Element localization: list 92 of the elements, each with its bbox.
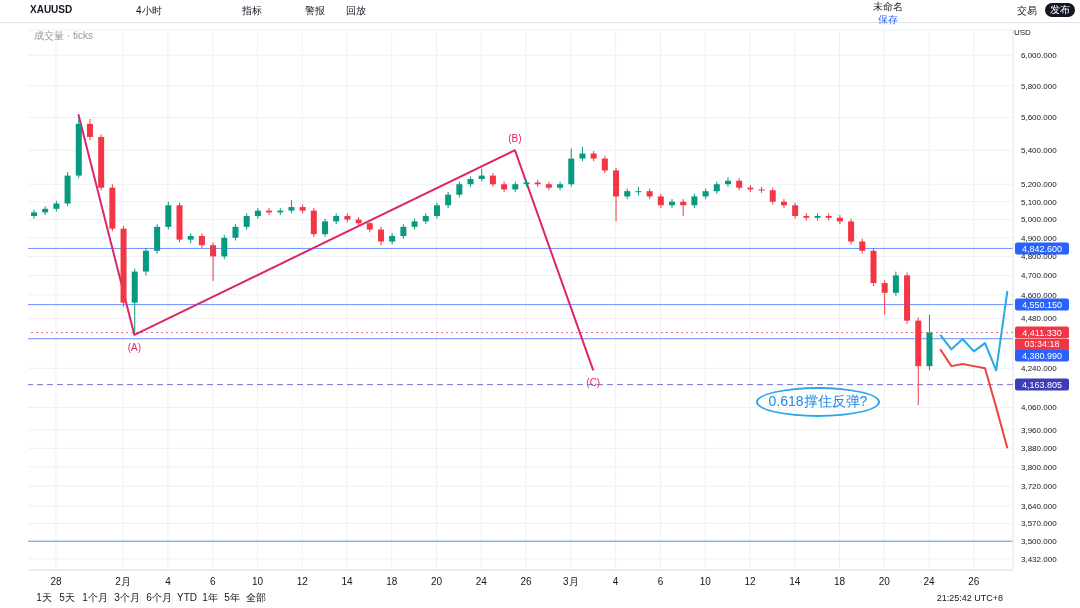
candlestick <box>377 226 384 246</box>
x-tick-label: 14 <box>341 576 353 588</box>
x-tick-label: 3月 <box>563 576 579 588</box>
candlestick <box>165 201 172 231</box>
candlestick <box>848 218 855 245</box>
text: USD <box>1014 28 1031 38</box>
text: 6个月 <box>146 592 172 603</box>
candlestick <box>254 207 261 220</box>
text: 发布 <box>1045 3 1075 17</box>
annotation: 0.618撑住反弹? <box>767 393 869 411</box>
text: 警报 <box>305 5 325 17</box>
x-tick-label: 18 <box>833 576 846 588</box>
x-tick-label: 28 <box>50 576 62 588</box>
annotation: 成交量 · ticks <box>34 30 93 42</box>
y-tick-label: 5,000.000 <box>1021 215 1058 225</box>
candlestick <box>322 218 329 238</box>
text: 交易 <box>1017 5 1037 16</box>
x-tick-label: 6 <box>657 576 664 588</box>
text: 未命名 <box>872 1 904 13</box>
data-label: (C) <box>586 377 601 389</box>
y-tick-label: 4,240.000 <box>1021 364 1058 374</box>
chart-title: XAUUSD <box>30 4 73 15</box>
y-tick-label: 3,640.000 <box>1021 501 1058 511</box>
y-tick-label: 4,480.000 <box>1021 314 1058 324</box>
y-tick-label: 4,900.000 <box>1021 233 1058 243</box>
line-series <box>939 289 1009 372</box>
text: 全部 <box>246 592 266 603</box>
text: 03:34:18 <box>1015 338 1069 350</box>
text: 指标 <box>242 5 262 17</box>
y-tick-label: 5,800.000 <box>1021 81 1058 91</box>
y-tick-label: 6,000.000 <box>1021 51 1058 61</box>
x-tick-label: 4 <box>612 576 619 588</box>
y-tick-label: 5,600.000 <box>1021 113 1058 123</box>
ref-line-label: 4,842.600 <box>1021 243 1063 254</box>
x-tick-label: 4 <box>165 576 172 588</box>
y-tick-label: 4,060.000 <box>1021 403 1058 413</box>
x-tick-label: 14 <box>789 576 801 588</box>
data-label: (A) <box>127 341 142 353</box>
y-tick-label: 3,880.000 <box>1021 444 1058 454</box>
x-tick-label: 10 <box>251 576 264 588</box>
text: 1个月 <box>82 592 108 603</box>
text: 21:25:42 UTC+8 <box>936 592 1003 604</box>
candlestick <box>881 279 888 316</box>
y-tick-label: 3,960.000 <box>1021 425 1058 435</box>
candlestick <box>892 271 899 297</box>
candlestick <box>154 223 161 255</box>
x-tick-label: 10 <box>699 576 712 588</box>
chart-subtitle: 4小时 <box>136 4 162 18</box>
ref-line-label: 4,411.330 <box>1022 328 1062 339</box>
ref-line-label: 4,550.150 <box>1021 300 1063 311</box>
y-tick-label: 3,570.000 <box>1021 519 1058 529</box>
x-tick-label: 12 <box>744 576 756 588</box>
text: 5年 <box>224 592 240 603</box>
candlestick <box>86 118 93 141</box>
y-tick-label: 3,500.000 <box>1021 537 1058 547</box>
text: 3个月 <box>114 592 140 603</box>
text: 1年 <box>202 592 218 603</box>
y-tick-label: 4,600.000 <box>1021 290 1058 300</box>
ref-line-label: 4,163.805 <box>1021 380 1063 391</box>
x-tick-label: 26 <box>520 576 533 588</box>
candlestick <box>142 247 149 276</box>
y-tick-label: 3,800.000 <box>1021 462 1058 472</box>
x-tick-label: 26 <box>968 576 980 588</box>
x-tick-label: 12 <box>296 576 309 588</box>
candlestick <box>501 181 508 193</box>
candlestick <box>221 234 228 260</box>
candlestick <box>31 209 37 220</box>
y-tick-label: 5,100.000 <box>1021 197 1058 207</box>
text: 回放 <box>346 5 366 17</box>
line-series <box>77 113 595 372</box>
x-tick-label: 18 <box>386 576 398 588</box>
text: YTD <box>177 592 197 603</box>
x-tick-label: 2月 <box>115 576 131 588</box>
y-tick-label: 4,800.000 <box>1021 252 1058 262</box>
y-tick-label: 3,432.000 <box>1021 554 1058 564</box>
ref-line-label: 4,380.990 <box>1021 351 1063 362</box>
line-series <box>939 348 1009 450</box>
y-tick-label: 5,200.000 <box>1021 180 1058 190</box>
text: 保存 <box>877 14 899 26</box>
y-tick-label: 5,400.000 <box>1021 146 1058 156</box>
candlestick <box>310 207 317 238</box>
y-tick-label: 3,720.000 <box>1021 482 1058 492</box>
x-tick-label: 20 <box>430 576 443 588</box>
x-tick-label: 20 <box>878 576 891 588</box>
y-tick-label: 4,700.000 <box>1021 271 1058 281</box>
data-label: (B) <box>508 133 522 145</box>
x-tick-label: 24 <box>475 576 488 588</box>
x-tick-label: 6 <box>209 576 216 588</box>
text: 5天 <box>59 592 75 603</box>
x-tick-label: 24 <box>923 576 936 588</box>
text: 1天 <box>36 592 52 603</box>
candlestick <box>210 241 217 282</box>
